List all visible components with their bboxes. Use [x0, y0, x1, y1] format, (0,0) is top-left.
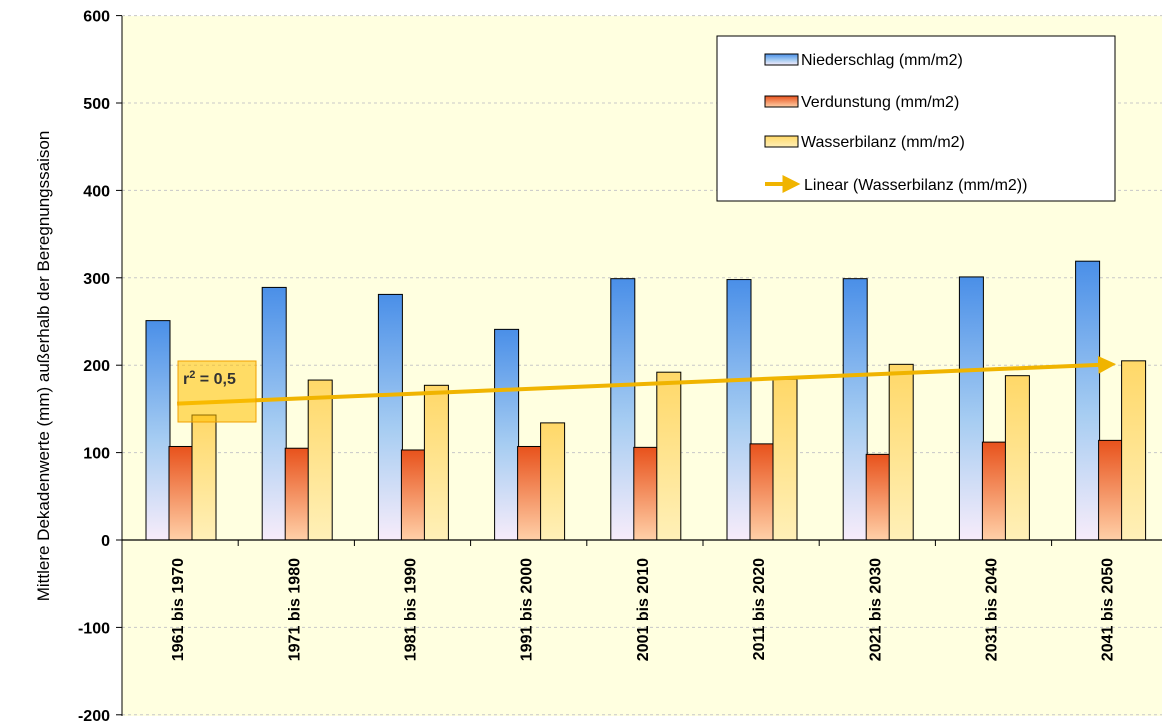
- y-tick-label: -100: [78, 620, 110, 637]
- r2-superscript: 2: [189, 369, 195, 381]
- x-category-label: 1981 bis 1990: [403, 558, 420, 661]
- bar-wasserbilanz: [1004, 375, 1030, 541]
- bar-verdunstung: [865, 453, 891, 541]
- bar-niederschlag: [842, 278, 868, 541]
- bar-wasserbilanz: [1121, 360, 1147, 541]
- bar-wasserbilanz: [540, 422, 566, 541]
- y-tick-label: 500: [83, 96, 110, 113]
- bar-verdunstung: [168, 445, 194, 541]
- bar-verdunstung: [633, 446, 659, 541]
- x-category-label: 2031 bis 2040: [984, 558, 1001, 661]
- bar-wasserbilanz: [772, 378, 798, 541]
- y-tick-label: 300: [83, 271, 110, 288]
- y-tick-label: 200: [83, 358, 110, 375]
- bar-verdunstung: [981, 441, 1007, 541]
- x-category-label: 2011 bis 2020: [751, 558, 768, 660]
- legend-label-linear: Linear (Wasserbilanz (mm/m2)): [804, 177, 1027, 194]
- r2-label: r: [183, 371, 189, 388]
- bar-niederschlag: [261, 286, 287, 541]
- legend-label-wasserbilanz: Wasserbilanz (mm/m2): [801, 134, 965, 151]
- bar-wasserbilanz: [423, 384, 449, 541]
- y-tick-label: 400: [83, 183, 110, 200]
- bar-niederschlag: [1075, 260, 1101, 541]
- bar-niederschlag: [494, 328, 520, 541]
- legend-swatch-wasserbilanz: [764, 135, 799, 148]
- bar-verdunstung: [749, 443, 775, 541]
- r2-annotation: r2 = 0,5: [177, 360, 257, 423]
- bar-verdunstung: [517, 445, 543, 541]
- x-category-label: 1971 bis 1980: [286, 558, 303, 661]
- x-category-label: 2041 bis 2050: [1100, 558, 1117, 661]
- r2-box: [177, 360, 257, 423]
- x-category-label: 1991 bis 2000: [519, 558, 536, 661]
- bar-niederschlag: [958, 276, 984, 541]
- r2-value: = 0,5: [195, 371, 236, 388]
- bar-wasserbilanz: [307, 379, 333, 541]
- trendline: [177, 355, 1117, 406]
- bar-niederschlag: [145, 320, 171, 541]
- y-tick-label: 600: [83, 9, 110, 26]
- legend: Niederschlag (mm/m2) Verdunstung (mm/m2)…: [716, 35, 1116, 202]
- bar-wasserbilanz: [888, 363, 914, 541]
- bar-verdunstung: [284, 447, 310, 541]
- bar-wasserbilanz: [656, 371, 682, 541]
- y-tick-label: -200: [78, 708, 110, 722]
- x-axis: 1961 bis 1970 1971 bis 1980 1981 bis 1990 1…: [121, 539, 1162, 661]
- legend-label-verdunstung: Verdunstung (mm/m2): [801, 94, 959, 111]
- y-axis: 600 500 400 300 200 100 0 -100 -200: [78, 9, 123, 722]
- bar-wasserbilanz: [191, 414, 217, 541]
- r2-text: r2 = 0,5: [183, 369, 236, 388]
- x-category-label: 2001 bis 2010: [635, 558, 652, 661]
- legend-swatch-verdunstung: [764, 95, 799, 108]
- bar-niederschlag: [726, 279, 752, 541]
- x-category-label: 1961 bis 1970: [170, 558, 187, 661]
- y-tick-label: 0: [101, 533, 110, 550]
- y-tick-label: 100: [83, 446, 110, 463]
- bar-verdunstung: [1098, 439, 1124, 541]
- trendline-arrow: [177, 355, 1117, 406]
- x-category-label: 2021 bis 2030: [867, 558, 884, 661]
- legend-swatch-niederschlag: [764, 53, 799, 66]
- bar-niederschlag: [610, 278, 636, 541]
- bar-verdunstung: [400, 449, 426, 541]
- y-axis-label: Mittlere Dekadenwerte (mm) außerhalb der…: [34, 131, 53, 602]
- legend-label-niederschlag: Niederschlag (mm/m2): [801, 52, 963, 69]
- bar-niederschlag: [377, 293, 403, 541]
